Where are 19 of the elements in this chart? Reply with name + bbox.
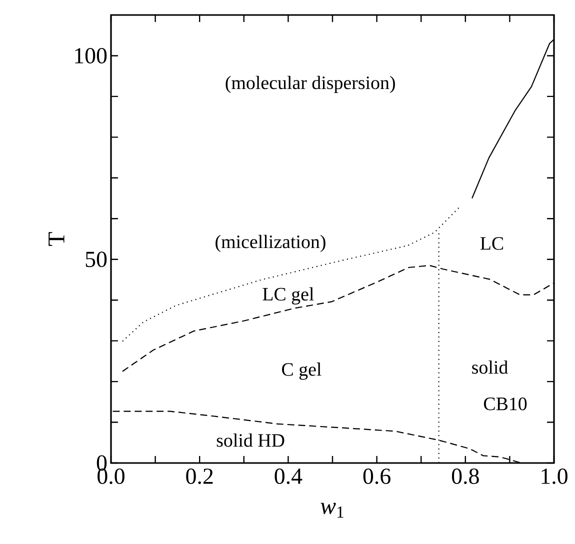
x-tick-label: 0.0 [98, 468, 124, 484]
annotation: solid HD [216, 434, 284, 447]
annotation: C gel [282, 362, 322, 380]
x-axis-title: w$_{1}$ [320, 502, 344, 518]
annotation: (molecular dispersion) [226, 76, 395, 94]
annotation: (micellization) [216, 234, 326, 252]
y-axis-title: T [48, 232, 64, 246]
annotation: LC [480, 237, 504, 250]
annotation: solid [472, 360, 508, 374]
x-tick-label: 1.0 [542, 468, 568, 484]
x-tick-label: 0.6 [363, 468, 390, 484]
x-tick-label: 0.4 [274, 468, 302, 484]
y-tick-label: 50 [86, 252, 107, 268]
y-tick-label: 0 [96, 455, 107, 471]
annotation: CB10 [484, 397, 527, 410]
x-tick-label: 0.2 [186, 468, 213, 484]
x-tick-label: 0.8 [452, 468, 479, 484]
y-tick-label: 100 [75, 48, 107, 64]
annotation: LC gel [262, 287, 314, 304]
